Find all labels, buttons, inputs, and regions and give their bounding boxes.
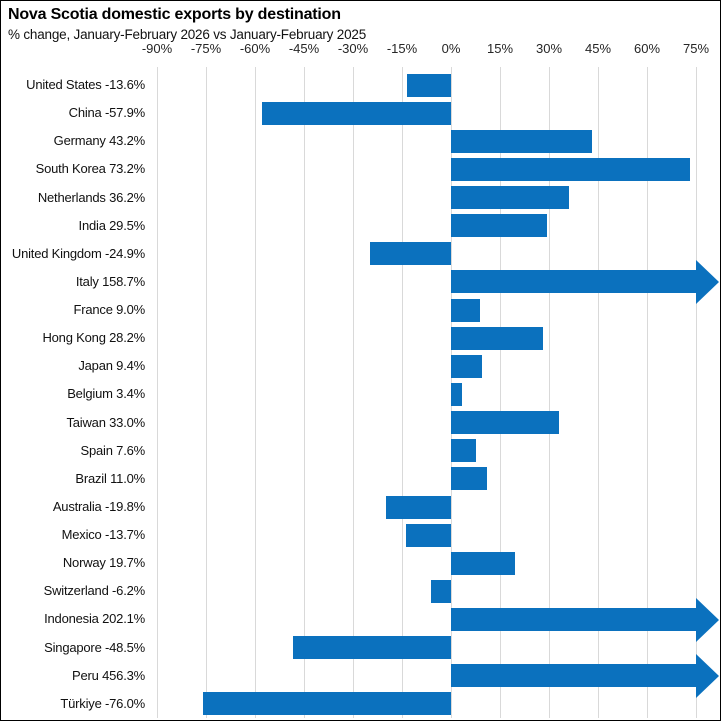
gridline <box>304 67 305 718</box>
country-label: South Korea 73.2% <box>35 161 146 176</box>
country-label: Norway 19.7% <box>62 555 145 570</box>
bar-overflow-arrow-shaft <box>451 608 696 631</box>
bar <box>451 186 569 209</box>
country-label: Spain 7.6% <box>80 443 146 458</box>
bar-overflow-arrow-head <box>696 598 719 642</box>
bar <box>451 383 462 406</box>
bar <box>370 242 451 265</box>
country-label: Türkiye -76.0% <box>60 696 145 711</box>
bar <box>406 524 451 547</box>
bar <box>451 214 547 237</box>
country-label: Brazil 11.0% <box>75 471 145 486</box>
x-tick-label: -60% <box>239 41 271 56</box>
bar <box>451 552 515 575</box>
bar <box>386 496 451 519</box>
country-label: Switzerland -6.2% <box>43 583 146 598</box>
bar <box>451 355 482 378</box>
country-label: India 29.5% <box>78 218 146 233</box>
bar <box>451 299 480 322</box>
gridline <box>549 67 550 718</box>
x-tick-label: 30% <box>535 41 563 56</box>
gridline <box>206 67 207 718</box>
x-tick-label: -45% <box>288 41 320 56</box>
x-tick-label: 75% <box>682 41 710 56</box>
bar <box>451 411 559 434</box>
country-label: France 9.0% <box>73 302 145 317</box>
x-tick-label: 60% <box>633 41 661 56</box>
bar <box>203 692 451 715</box>
gridline <box>255 67 256 718</box>
x-tick-label: -30% <box>337 41 369 56</box>
gridline <box>500 67 501 718</box>
chart-title: Nova Scotia domestic exports by destinat… <box>8 6 341 23</box>
country-label: United Kingdom -24.9% <box>11 246 145 261</box>
bar <box>431 580 451 603</box>
x-tick-label: -90% <box>141 41 173 56</box>
bar <box>451 158 690 181</box>
bar <box>451 467 487 490</box>
country-label: Belgium 3.4% <box>67 386 145 401</box>
bar <box>451 327 543 350</box>
chart-subtitle: % change, January-February 2026 vs Janua… <box>8 27 367 42</box>
country-label: United States -13.6% <box>26 77 145 92</box>
bar <box>262 102 451 125</box>
country-label: Germany 43.2% <box>53 133 146 148</box>
bar <box>451 439 476 462</box>
country-label: Peru 456.3% <box>72 668 145 683</box>
x-tick-label: -15% <box>386 41 418 56</box>
gridline <box>353 67 354 718</box>
gridline <box>696 67 697 718</box>
x-tick-label: 0% <box>441 41 461 56</box>
gridline <box>402 67 403 718</box>
x-tick-label: -75% <box>190 41 222 56</box>
gridline <box>157 67 158 718</box>
bar <box>293 636 451 659</box>
bar <box>407 74 451 97</box>
country-label: Italy 158.7% <box>75 274 145 289</box>
bar-overflow-arrow-head <box>696 260 719 304</box>
country-label: Mexico -13.7% <box>61 527 146 542</box>
country-label: Australia -19.8% <box>52 499 145 514</box>
bar-overflow-arrow-head <box>696 654 719 698</box>
x-tick-label: 15% <box>486 41 514 56</box>
gridline <box>598 67 599 718</box>
country-label: Taiwan 33.0% <box>66 415 145 430</box>
country-label: Japan 9.4% <box>78 358 145 373</box>
gridline <box>647 67 648 718</box>
x-tick-label: 45% <box>584 41 612 56</box>
country-label: Indonesia 202.1% <box>44 611 145 626</box>
country-label: Netherlands 36.2% <box>37 190 145 205</box>
country-label: Singapore -48.5% <box>44 640 145 655</box>
bar <box>451 130 592 153</box>
country-label: China -57.9% <box>68 105 146 120</box>
bar-overflow-arrow-shaft <box>451 270 696 293</box>
country-label: Hong Kong 28.2% <box>42 330 145 345</box>
x-axis: -90% -75% -60% -45% -30% -15% 0% 15% 30% 45% 60% 75… <box>1 1 721 61</box>
bar-overflow-arrow-shaft <box>451 664 696 687</box>
